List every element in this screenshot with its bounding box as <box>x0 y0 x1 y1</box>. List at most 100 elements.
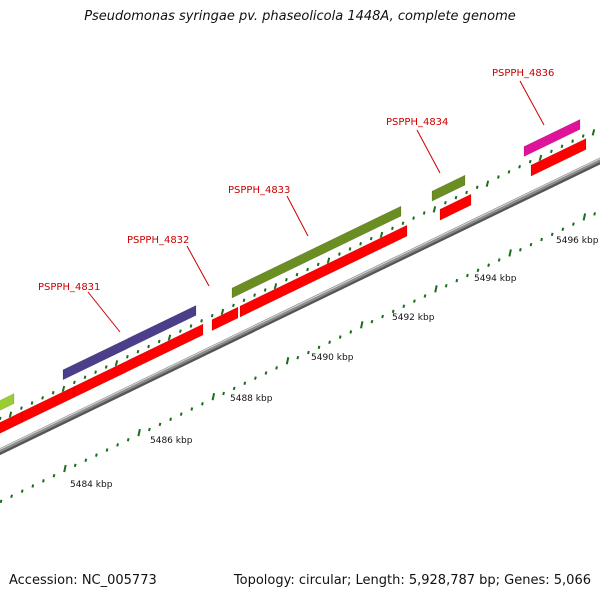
minor-tick <box>401 221 405 226</box>
minor-tick <box>73 380 76 385</box>
minor-tick <box>242 298 246 303</box>
minor-scale-tick <box>413 299 416 303</box>
minor-tick <box>369 236 373 241</box>
minor-tick <box>518 165 521 169</box>
minor-scale-tick <box>95 453 98 457</box>
scale-label: 5490 kbp <box>311 353 354 363</box>
minor-tick <box>51 390 55 395</box>
minor-scale-tick <box>487 263 490 267</box>
major-tick <box>167 334 172 341</box>
major-scale-tick <box>582 213 587 221</box>
minor-scale-tick <box>519 248 522 252</box>
minor-tick <box>497 175 500 179</box>
gene-label: PSPPH_4834 <box>386 117 448 128</box>
genome-title: Pseudomonas syringae pv. phaseolicola 14… <box>84 9 516 24</box>
minor-scale-tick <box>349 330 353 334</box>
minor-scale-tick <box>307 350 310 355</box>
minor-scale-tick <box>116 443 119 447</box>
cds-bar <box>530 136 589 177</box>
minor-tick <box>126 354 129 359</box>
minor-scale-tick <box>444 283 448 288</box>
minor-tick <box>465 190 468 195</box>
minor-tick <box>136 349 140 354</box>
scale-label: 5494 kbp <box>474 274 517 284</box>
minor-scale-tick <box>126 437 130 442</box>
minor-scale-tick <box>20 489 24 493</box>
minor-tick <box>285 277 288 282</box>
gene-bar <box>0 391 17 411</box>
cds-track <box>0 136 589 434</box>
minor-scale-tick <box>190 407 194 411</box>
minor-tick <box>454 195 458 200</box>
gene-bar <box>431 173 468 202</box>
minor-tick <box>30 401 34 405</box>
scale-labels: 5484 kbp 5486 kbp 5488 kbp 5490 kbp 5492… <box>70 236 599 490</box>
minor-scale-tick <box>264 371 268 375</box>
minor-tick <box>306 267 309 272</box>
genome-backbone <box>0 157 600 456</box>
gene-label-leader <box>286 195 309 237</box>
gene-label: PSPPH_4832 <box>127 235 189 246</box>
major-scale-tick <box>137 428 141 437</box>
minor-scale-tick <box>42 479 45 483</box>
major-tick <box>432 206 437 213</box>
minor-scale-tick <box>296 355 300 360</box>
major-tick <box>61 385 66 393</box>
major-scale-tick <box>63 464 67 473</box>
minor-scale-tick <box>254 376 257 380</box>
minor-scale-tick <box>391 309 395 314</box>
minor-tick <box>581 134 585 138</box>
genome-summary-text: Topology: circular; Length: 5,928,787 bp… <box>233 573 591 588</box>
major-tick <box>485 180 490 187</box>
gene-bar <box>62 303 199 381</box>
outer-tick-track <box>0 129 596 421</box>
minor-tick <box>147 344 150 349</box>
minor-tick <box>232 303 235 308</box>
minor-scale-tick <box>0 499 3 504</box>
minor-tick <box>444 200 447 205</box>
minor-scale-tick <box>561 227 565 232</box>
minor-tick <box>41 396 44 400</box>
major-tick <box>379 231 384 239</box>
minor-tick <box>210 313 214 318</box>
minor-tick <box>507 170 511 174</box>
minor-scale-tick <box>572 222 575 226</box>
gene-labels: PSPPH_4831 PSPPH_4832 PSPPH_4833 PSPPH_4… <box>38 68 554 333</box>
major-tick <box>538 154 543 162</box>
minor-tick <box>316 262 320 267</box>
major-scale-tick <box>360 321 364 329</box>
major-scale-tick <box>211 392 216 401</box>
major-tick <box>8 411 13 418</box>
minor-tick <box>348 247 352 251</box>
gene-label-leader <box>87 291 121 333</box>
minor-tick <box>571 139 574 143</box>
minor-scale-tick <box>158 422 162 427</box>
minor-tick <box>412 216 415 220</box>
minor-tick <box>253 293 256 297</box>
scale-label: 5496 kbp <box>556 236 599 246</box>
minor-scale-tick <box>169 417 172 421</box>
minor-scale-tick <box>381 314 384 319</box>
gene-label: PSPPH_4833 <box>228 185 290 196</box>
major-tick <box>326 257 331 264</box>
scale-label: 5486 kbp <box>150 436 193 446</box>
minor-tick <box>179 329 182 333</box>
major-scale-tick <box>508 249 512 257</box>
scale-label: 5492 kbp <box>392 313 435 323</box>
minor-scale-tick <box>10 494 13 498</box>
minor-scale-tick <box>423 294 427 298</box>
minor-scale-tick <box>84 458 88 463</box>
major-scale-tick <box>434 285 438 293</box>
scale-label: 5488 kbp <box>230 394 273 404</box>
minor-tick <box>422 211 426 215</box>
gene-bar <box>231 204 404 299</box>
cds-bar <box>73 321 206 398</box>
minor-tick <box>0 416 2 421</box>
major-tick <box>114 360 119 367</box>
minor-tick <box>20 406 23 410</box>
minor-tick <box>560 144 564 149</box>
minor-scale-tick <box>179 412 183 416</box>
minor-tick <box>200 319 203 323</box>
